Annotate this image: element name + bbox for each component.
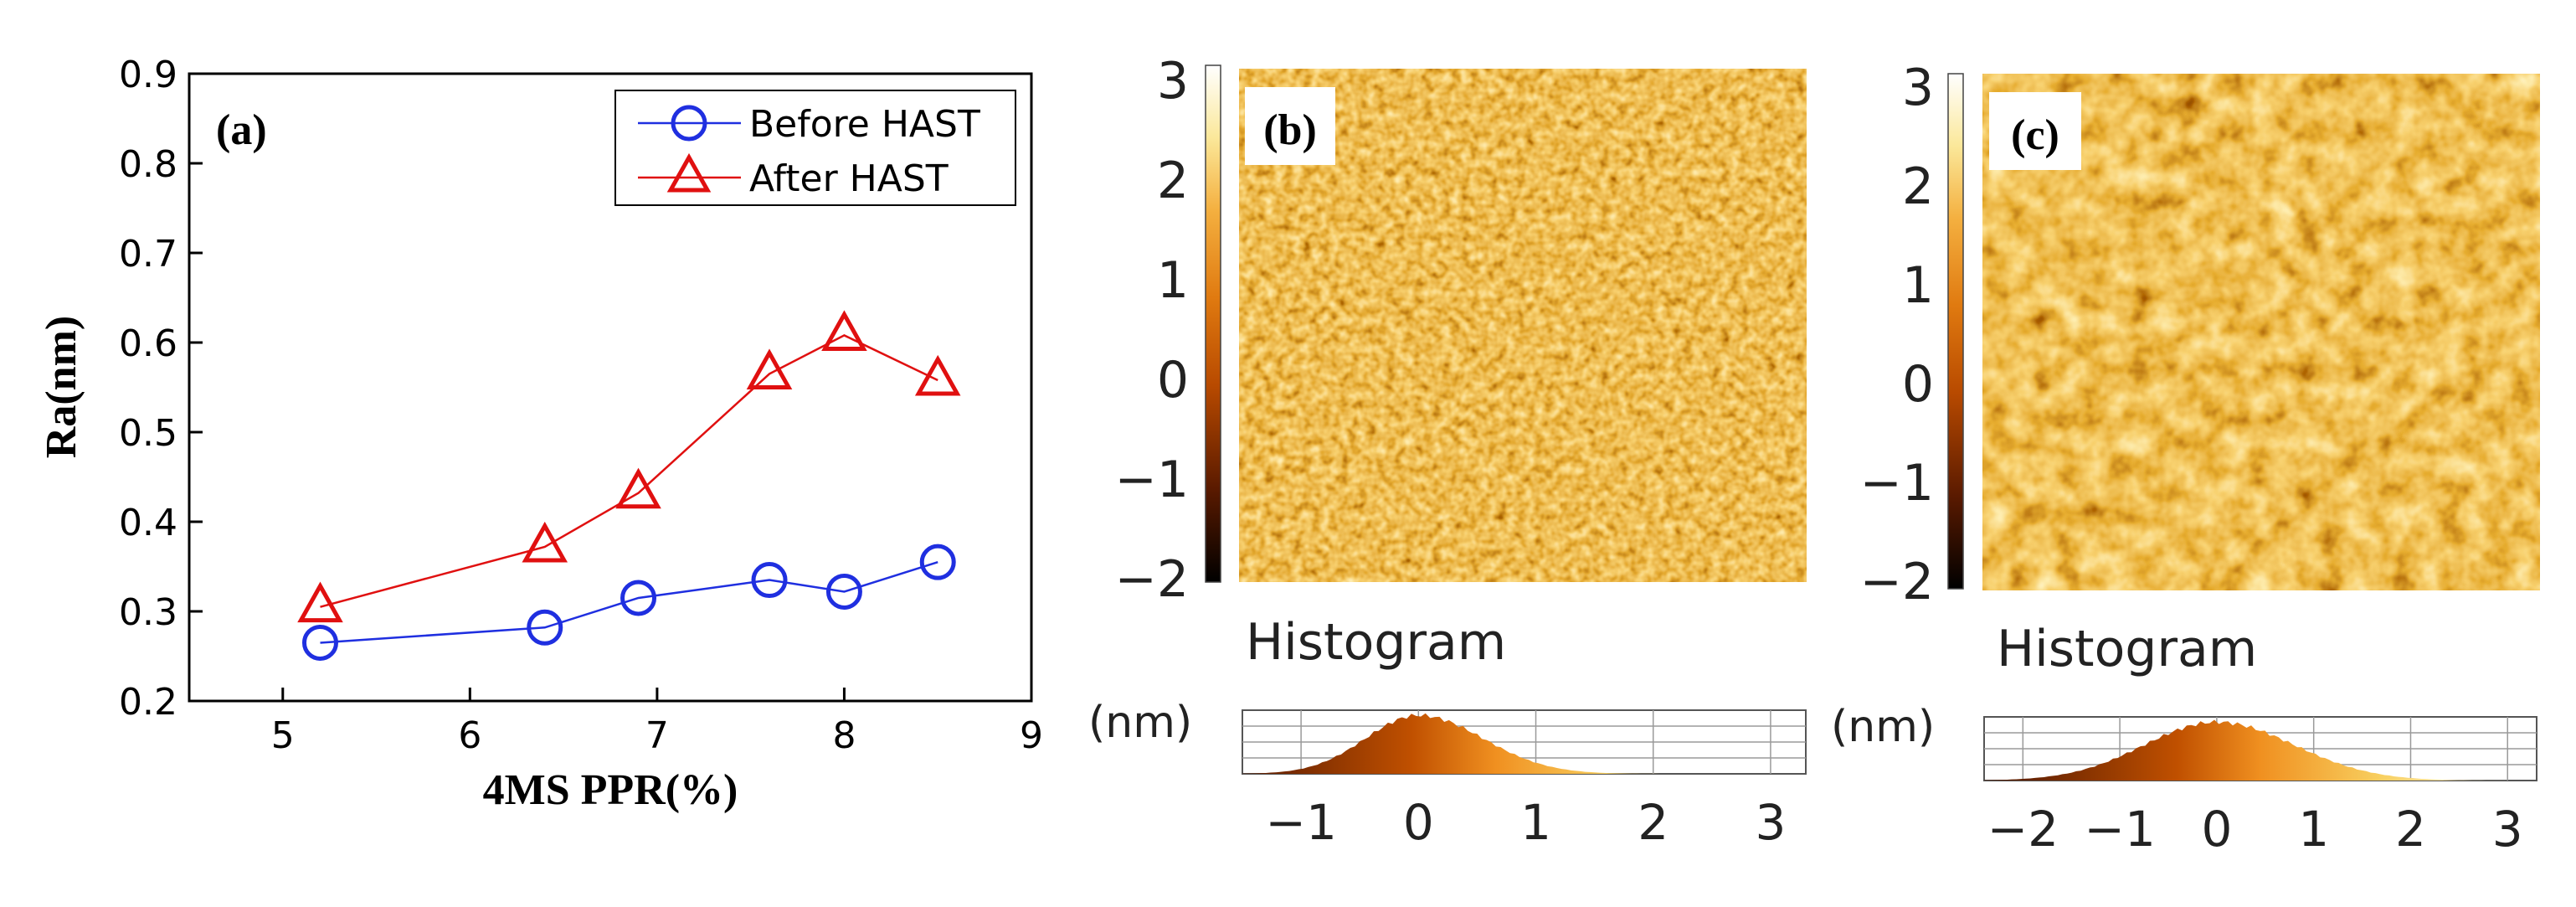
data-point-before-hast xyxy=(825,573,862,610)
x-tick-label: 7 xyxy=(645,714,669,757)
series-markers xyxy=(297,310,961,661)
data-point-after-hast xyxy=(297,581,343,623)
histogram-tick-label: 0 xyxy=(2201,801,2232,858)
y-axis: 0.2 0.3 0.4 0.5 0.6 0.7 0.8 0.9 xyxy=(119,54,203,724)
histogram-tick-label: 3 xyxy=(2492,801,2523,858)
histogram-tick-label: −1 xyxy=(2084,801,2156,858)
legend-before-marker xyxy=(671,105,707,142)
histogram-b-title: Histogram xyxy=(1246,613,1506,672)
colorbar-tick-label: 3 xyxy=(1157,52,1189,111)
colorbar-c-ticks: 3 2 1 0 −1 −2 xyxy=(1860,59,1934,611)
x-axis: 5 6 7 8 9 xyxy=(271,688,1043,757)
histogram-tick-label: 0 xyxy=(1403,794,1434,851)
data-point-before-hast xyxy=(527,609,563,646)
histogram-b: −1 0 1 2 3 xyxy=(1242,709,1807,851)
panel-b-label: (b) xyxy=(1263,106,1317,154)
y-axis-label: Ra(nm) xyxy=(38,316,85,458)
panel-c-label-box xyxy=(1989,92,2081,170)
colorbar-c xyxy=(1947,73,1964,590)
histogram-b-unit: (nm) xyxy=(1088,698,1192,748)
histogram-tick-label: 3 xyxy=(1755,794,1786,851)
x-tick-label: 6 xyxy=(458,714,481,757)
colorbar-b-ticks: 3 2 1 0 −1 −2 xyxy=(1115,52,1189,609)
data-point-after-hast xyxy=(914,354,961,396)
panel-b-label-box xyxy=(1245,87,1335,165)
legend: Before HAST After HAST xyxy=(614,90,1016,206)
histogram-distribution xyxy=(1242,713,1806,774)
colorbar-tick-label: −1 xyxy=(1860,454,1934,513)
histogram-tick-label: 2 xyxy=(2395,801,2426,858)
histogram-tick-label: 1 xyxy=(2298,801,2329,858)
x-axis-label: 4MS PPR(%) xyxy=(483,766,738,814)
legend-before-label: Before HAST xyxy=(749,103,980,146)
y-tick-label: 0.6 xyxy=(119,322,177,365)
histogram-tick-label: −1 xyxy=(1265,794,1337,851)
colorbar-tick-label: 3 xyxy=(1902,59,1934,117)
data-point-before-hast xyxy=(751,562,788,599)
y-tick-label: 0.3 xyxy=(119,591,177,634)
y-tick-label: 0.4 xyxy=(119,502,177,544)
legend-after-label: After HAST xyxy=(749,157,949,200)
colorbar-tick-label: 0 xyxy=(1157,351,1189,410)
data-point-before-hast xyxy=(919,544,956,580)
y-tick-label: 0.2 xyxy=(119,681,177,724)
y-tick-label: 0.7 xyxy=(119,233,177,276)
data-point-after-hast xyxy=(821,310,867,351)
colorbar-tick-label: 1 xyxy=(1902,256,1934,315)
histogram-tick-label: 2 xyxy=(1638,794,1668,851)
panel-b: 3 2 1 0 −1 −2 (b) Histogram (nm) −1 0 1 2 3 xyxy=(1088,52,1807,851)
data-point-before-hast xyxy=(301,624,338,661)
histogram-c: −2 −1 0 1 2 3 xyxy=(1983,716,2537,858)
x-tick-label: 8 xyxy=(832,714,856,757)
legend-after-marker xyxy=(666,152,712,193)
panel-a-label: (a) xyxy=(216,106,267,154)
histogram-c-title: Histogram xyxy=(1997,620,2257,678)
panel-a-chart: 0.2 0.3 0.4 0.5 0.6 0.7 0.8 0.9 5 6 7 8 9 (a) 4MS P… xyxy=(38,54,1043,814)
y-tick-label: 0.5 xyxy=(119,412,177,455)
colorbar-tick-label: 1 xyxy=(1157,251,1189,310)
x-tick-label: 5 xyxy=(271,714,295,757)
colorbar-tick-label: 0 xyxy=(1902,355,1934,414)
histogram-c-unit: (nm) xyxy=(1831,702,1935,752)
colorbar-tick-label: −2 xyxy=(1115,550,1189,609)
data-point-after-hast xyxy=(746,348,793,389)
panel-c-label: (c) xyxy=(2011,111,2059,159)
data-point-after-hast xyxy=(615,467,661,509)
colorbar-tick-label: −1 xyxy=(1115,451,1189,509)
colorbar-b xyxy=(1205,64,1221,583)
colorbar-tick-label: 2 xyxy=(1902,157,1934,216)
data-point-before-hast xyxy=(620,580,657,616)
data-point-after-hast xyxy=(522,521,568,563)
histogram-tick-label: 1 xyxy=(1520,794,1551,851)
histogram-distribution xyxy=(1984,719,2537,781)
y-tick-label: 0.9 xyxy=(119,54,177,96)
y-tick-label: 0.8 xyxy=(119,143,177,186)
x-tick-label: 9 xyxy=(1020,714,1043,757)
colorbar-tick-label: 2 xyxy=(1157,152,1189,210)
colorbar-tick-label: −2 xyxy=(1860,553,1934,611)
histogram-tick-label: −2 xyxy=(1987,801,2059,858)
panel-c: 3 2 1 0 −1 −2 (c) Histogram (nm) −2 −1 0 1 2 3 xyxy=(1831,59,2540,858)
